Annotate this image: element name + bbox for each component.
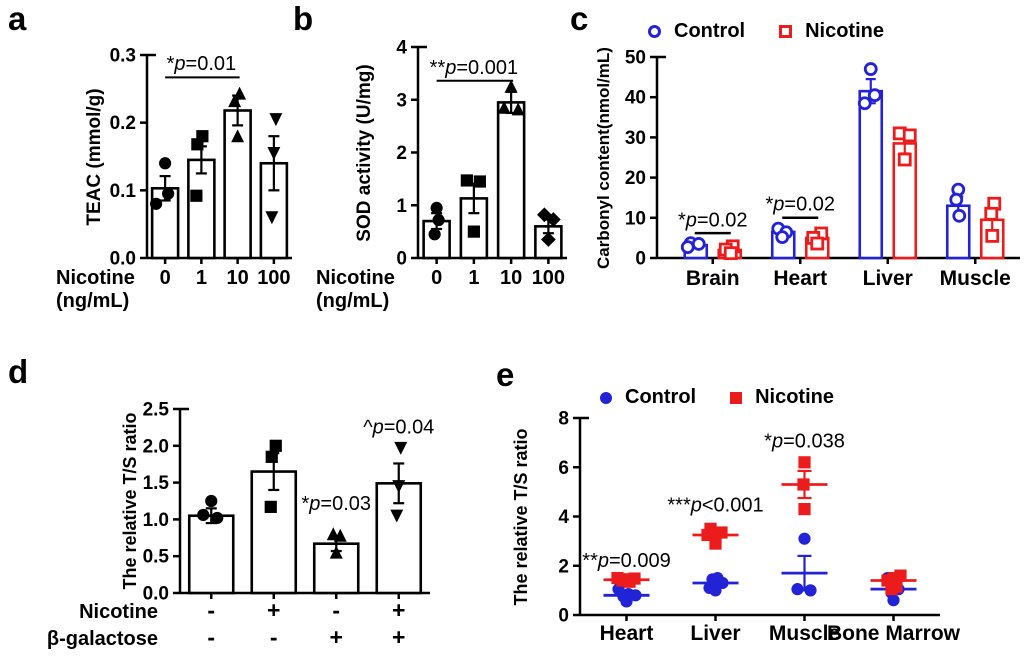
svg-text:-: - — [332, 597, 340, 623]
svg-text:2: 2 — [396, 143, 407, 164]
svg-text:-: - — [270, 624, 278, 650]
svg-text:0: 0 — [160, 267, 171, 289]
svg-text:-: - — [207, 597, 215, 623]
svg-text:Nicotine: Nicotine — [316, 267, 395, 289]
svg-text:0.0: 0.0 — [110, 249, 136, 270]
open-square-icon — [779, 25, 793, 38]
svg-text:0: 0 — [396, 249, 407, 270]
svg-text:4: 4 — [396, 38, 407, 59]
svg-text:+: + — [330, 624, 343, 650]
panel-e-legend: Control Nicotine — [600, 386, 834, 409]
open-circle-icon — [648, 25, 661, 38]
svg-text:10: 10 — [227, 267, 249, 289]
svg-text:0: 0 — [431, 267, 442, 289]
svg-text:0.2: 0.2 — [110, 113, 136, 134]
svg-text:**p=0.009: **p=0.009 — [582, 550, 670, 572]
svg-text:Muscle: Muscle — [940, 267, 1011, 290]
svg-text:TEAC (mmol/g): TEAC (mmol/g) — [84, 88, 105, 225]
svg-text:1.5: 1.5 — [143, 473, 170, 494]
svg-text:*p=0.038: *p=0.038 — [764, 431, 845, 453]
panel-c-letter: c — [570, 0, 589, 37]
legend-item: Control — [648, 20, 745, 43]
panel-c-chart: 0 10 20 30 40 50 Brain Heart Liver Muscle Carbonyl… — [594, 47, 1020, 290]
panel-a-chart: 0.0 0.1 0.2 0.3 0 1 10 100 Nicotine(ng/mL) TEAC (… — [56, 46, 292, 312]
svg-text:^p=0.04: ^p=0.04 — [363, 416, 434, 438]
svg-text:+: + — [267, 597, 280, 623]
svg-text:0.0: 0.0 — [143, 584, 169, 605]
svg-text:The relative T/S ratio: The relative T/S ratio — [120, 412, 140, 589]
svg-text:+: + — [392, 624, 405, 650]
panel-a-letter: a — [8, 0, 27, 37]
svg-text:*p=0.02: *p=0.02 — [678, 210, 748, 232]
svg-text:SOD activity (U/mg): SOD activity (U/mg) — [354, 64, 375, 241]
panel-d-letter: d — [8, 353, 29, 390]
legend-label: Control — [625, 386, 697, 408]
panel-c-legend: Control Nicotine — [648, 20, 884, 43]
svg-text:0: 0 — [558, 606, 569, 627]
circle-icon — [600, 391, 612, 404]
svg-text:0.5: 0.5 — [143, 547, 170, 568]
svg-text:+: + — [392, 597, 405, 623]
svg-text:20: 20 — [625, 168, 646, 189]
svg-text:1: 1 — [396, 196, 407, 217]
svg-text:2.5: 2.5 — [143, 400, 170, 421]
legend-item: Nicotine — [779, 20, 884, 43]
svg-text:10: 10 — [500, 267, 522, 289]
svg-text:4: 4 — [558, 507, 569, 528]
svg-text:Muscle: Muscle — [769, 622, 840, 645]
svg-text:1: 1 — [196, 267, 207, 289]
svg-text:40: 40 — [625, 88, 646, 109]
svg-text:1.0: 1.0 — [143, 510, 169, 531]
svg-text:Heart: Heart — [773, 267, 827, 290]
svg-text:(ng/mL): (ng/mL) — [316, 290, 389, 312]
legend-label: Nicotine — [755, 386, 834, 408]
svg-text:-: - — [207, 624, 215, 650]
svg-text:Nicotine: Nicotine — [79, 601, 158, 623]
svg-text:The relative T/S ratio: The relative T/S ratio — [511, 428, 531, 605]
svg-text:30: 30 — [625, 128, 646, 149]
panel-b-letter: b — [293, 0, 314, 37]
svg-text:0.1: 0.1 — [110, 181, 137, 202]
svg-text:2: 2 — [558, 556, 569, 577]
svg-text:100: 100 — [257, 267, 290, 289]
svg-text:***p<0.001: ***p<0.001 — [667, 495, 763, 517]
svg-text:0: 0 — [635, 249, 646, 270]
svg-text:Carbonyl content(nmol/mL): Carbonyl content(nmol/mL) — [594, 47, 613, 269]
svg-text:Liver: Liver — [690, 622, 740, 645]
svg-text:*p=0.02: *p=0.02 — [765, 194, 835, 216]
svg-text:Nicotine: Nicotine — [56, 267, 135, 289]
svg-text:50: 50 — [625, 48, 646, 69]
panel-b-chart: 0 1 2 3 4 0 1 10 100 Nicotine(ng/mL) SOD activity … — [316, 38, 567, 312]
svg-text:Bone Marrow: Bone Marrow — [827, 622, 961, 645]
legend-item: Control — [600, 386, 696, 409]
legend-item: Nicotine — [730, 386, 834, 409]
svg-text:3: 3 — [396, 90, 407, 111]
svg-text:(ng/mL): (ng/mL) — [56, 290, 129, 312]
panel-e-letter: e — [496, 356, 515, 393]
svg-text:2.0: 2.0 — [143, 436, 169, 457]
svg-text:β-galactose: β-galactose — [47, 628, 158, 650]
svg-text:1: 1 — [468, 267, 479, 289]
svg-text:*p=0.01: *p=0.01 — [167, 53, 237, 75]
square-icon — [730, 391, 743, 404]
legend-label: Nicotine — [805, 20, 884, 42]
svg-text:10: 10 — [625, 208, 646, 229]
svg-text:0.3: 0.3 — [110, 46, 136, 67]
svg-text:100: 100 — [532, 267, 565, 289]
svg-text:6: 6 — [558, 458, 569, 479]
svg-text:*p=0.03: *p=0.03 — [301, 493, 371, 515]
svg-text:Liver: Liver — [863, 267, 913, 290]
svg-text:8: 8 — [558, 409, 569, 430]
legend-label: Control — [674, 20, 746, 42]
svg-text:Brain: Brain — [686, 267, 740, 290]
svg-text:Heart: Heart — [600, 622, 654, 645]
svg-text:**p=0.001: **p=0.001 — [430, 57, 518, 79]
